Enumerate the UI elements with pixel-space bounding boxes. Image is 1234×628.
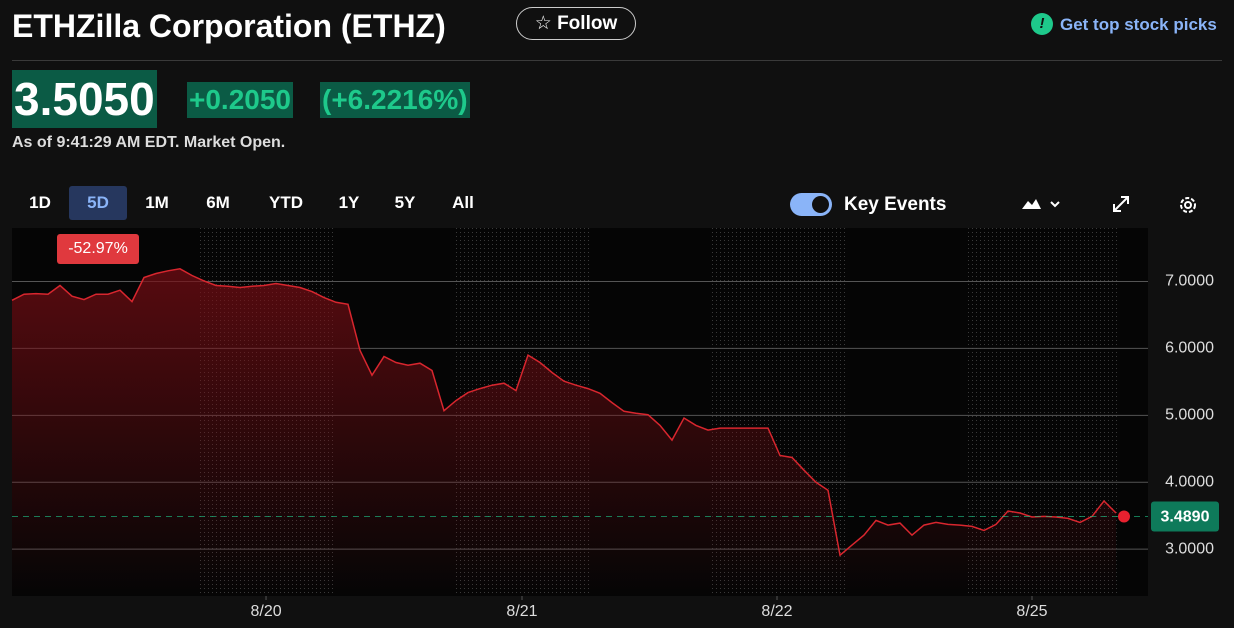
toggle[interactable] — [790, 193, 832, 216]
y-tick-label: 6.0000 — [1165, 340, 1214, 357]
range-tab[interactable]: 5D — [69, 186, 127, 220]
top-picks-link[interactable]: Get top stock picks — [1060, 15, 1217, 34]
x-tick-label: 8/21 — [506, 603, 537, 620]
area — [12, 268, 1116, 596]
change: +0.2050 — [187, 82, 293, 118]
as-of: As of 9:41:29 AM EDT. Market Open. — [12, 134, 286, 151]
last-price-dot — [1118, 510, 1130, 523]
last-price-box — [1151, 501, 1219, 532]
chart-type-icon[interactable] — [1020, 194, 1064, 214]
expand-icon[interactable] — [1111, 194, 1131, 214]
badge-bg — [57, 234, 139, 264]
y-tick-label: 7.0000 — [1165, 273, 1214, 290]
price-line — [11, 268, 1117, 557]
change-pct: (+6.2216%) — [320, 82, 470, 118]
range-tab[interactable]: 5Y — [394, 193, 416, 212]
y-tick-label: 4.0000 — [1165, 473, 1214, 490]
price: 3.5050 — [12, 70, 157, 128]
range-tab[interactable]: 1D — [29, 193, 51, 212]
range-tab[interactable]: All — [452, 193, 474, 212]
y-tick-label: 3.0000 — [1165, 540, 1214, 557]
follow-button[interactable]: ☆ Follow — [516, 7, 636, 40]
range-tab[interactable]: 1M — [145, 193, 169, 212]
x-tick-label: 8/22 — [761, 603, 792, 620]
x-tick-label: 8/20 — [250, 603, 281, 620]
follow-label: Follow — [557, 13, 618, 34]
range-tab[interactable]: 6M — [206, 193, 230, 212]
star: ☆ — [534, 13, 558, 34]
title: ETHZilla Corporation (ETHZ) — [12, 8, 446, 44]
picks-icon: ! — [1031, 13, 1053, 35]
range-tab[interactable]: 1Y — [338, 193, 360, 212]
range-tab[interactable]: YTD — [269, 193, 303, 212]
last-price-label: 3.4890 — [1161, 509, 1210, 526]
settings-icon[interactable] — [1177, 194, 1199, 216]
key-events: Key Events — [844, 194, 947, 215]
y-tick-label: 5.0000 — [1165, 407, 1214, 424]
divider — [12, 60, 1222, 61]
x-tick-label: 8/25 — [1016, 603, 1047, 620]
badge: -52.97% — [68, 240, 128, 257]
